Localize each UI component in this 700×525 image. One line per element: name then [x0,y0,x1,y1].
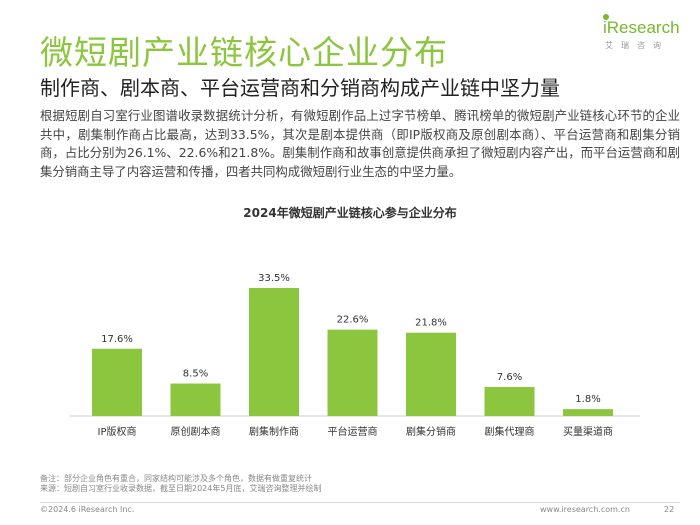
logo-chinese: 艾瑞咨询 [605,41,669,50]
page-title: 微短剧产业链核心企业分布 [40,33,448,72]
logo-word: Research [606,18,680,37]
bar-2 [170,383,221,416]
footer-divider [40,502,680,503]
data-label: 21.8% [415,318,447,329]
body-paragraph: 根据短剧自习室行业图谱收录数据统计分析，有微短剧作品上过字节榜单、腾讯榜单的微短… [40,108,680,179]
category-label: 剧集制作商 [249,425,299,438]
chart-notes: 备注：部分企业角色有重合，同家结构可能涉及多个角色，数据有做重复统计 来源：短剧… [40,474,321,494]
page-number: 22 [664,505,675,514]
data-label: 33.5% [258,273,290,284]
category-label: 剧集代理商 [485,425,535,438]
category-label: IP版权商 [98,425,137,438]
category-label: 平台运营商 [328,425,378,438]
data-label: 1.8% [575,394,600,405]
category-label: 原创剧本商 [171,425,221,438]
category-label: 剧集分销商 [406,425,456,438]
bar-7 [563,409,613,416]
bar-6 [484,386,535,416]
logo-i: i [603,18,607,37]
iresearch-logo: iResearch 艾瑞咨询 [603,18,683,58]
source-line: 来源：短剧自习室行业收录数据，截至日期2024年5月底，艾瑞咨询整理并绘制 [40,484,322,493]
data-label: 22.6% [337,315,369,326]
chart-title: 2024年微短剧产业链核心参与企业分布 [243,205,456,220]
data-label: 7.6% [497,372,522,383]
bar-5 [406,332,456,416]
copyright: ©2024.6 iResearch Inc. [40,505,135,514]
data-label: 17.6% [101,334,133,345]
bar-4 [327,329,378,416]
category-label: 买量渠道商 [563,425,613,438]
website-link[interactable]: www.iresearch.com.cn [540,505,630,514]
bar-3 [249,288,299,416]
bar-1 [92,348,142,416]
note-line: 备注：部分企业角色有重合，同家结构可能涉及多个角色，数据有做重复统计 [40,474,312,483]
page-subtitle: 制作商、剧本商、平台运营商和分销商构成产业链中坚力量 [40,76,560,100]
data-label: 8.5% [183,369,208,380]
